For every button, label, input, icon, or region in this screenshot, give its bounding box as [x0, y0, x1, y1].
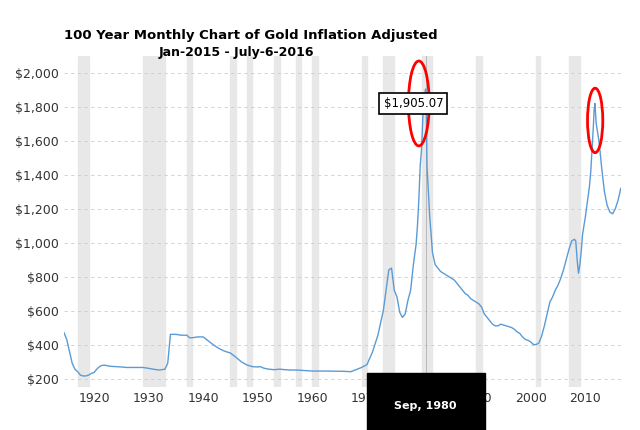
Bar — [427, 56, 433, 387]
Text: 100 Year Monthly Chart of Gold Inflation Adjusted: 100 Year Monthly Chart of Gold Inflation… — [64, 29, 438, 43]
Bar — [187, 56, 192, 387]
Bar — [569, 56, 580, 387]
Bar — [362, 56, 367, 387]
Text: $1,905.07: $1,905.07 — [383, 97, 443, 110]
Bar — [77, 56, 88, 387]
Text: Sep, 1980: Sep, 1980 — [394, 401, 457, 411]
Bar — [296, 56, 301, 387]
Bar — [536, 56, 540, 387]
Bar — [274, 56, 280, 387]
Bar — [230, 56, 236, 387]
Bar — [476, 56, 481, 387]
Text: Jan-2015 - July-6-2016: Jan-2015 - July-6-2016 — [159, 46, 314, 59]
Bar — [422, 56, 426, 387]
Bar — [143, 56, 165, 387]
Bar — [247, 56, 252, 387]
Bar — [383, 56, 394, 387]
Bar — [312, 56, 318, 387]
